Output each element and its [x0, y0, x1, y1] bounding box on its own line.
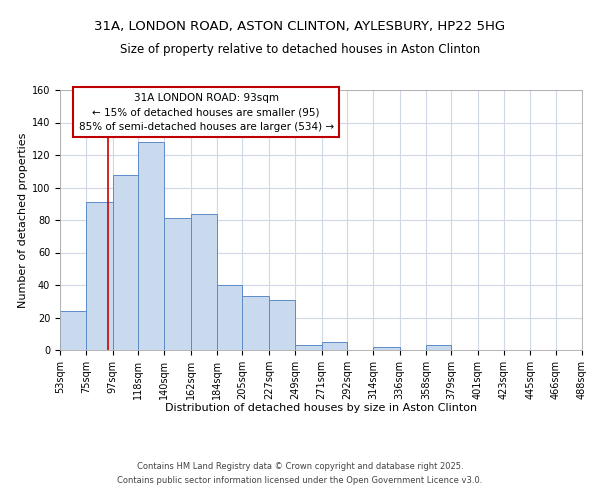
- Bar: [242, 296, 269, 350]
- Text: Contains HM Land Registry data © Crown copyright and database right 2025.: Contains HM Land Registry data © Crown c…: [137, 462, 463, 471]
- Text: 31A, LONDON ROAD, ASTON CLINTON, AYLESBURY, HP22 5HG: 31A, LONDON ROAD, ASTON CLINTON, AYLESBU…: [94, 20, 506, 33]
- Bar: [269, 300, 295, 350]
- Bar: [60, 311, 86, 350]
- X-axis label: Distribution of detached houses by size in Aston Clinton: Distribution of detached houses by size …: [165, 404, 477, 413]
- Text: Size of property relative to detached houses in Aston Clinton: Size of property relative to detached ho…: [120, 42, 480, 56]
- Text: 31A LONDON ROAD: 93sqm
← 15% of detached houses are smaller (95)
85% of semi-det: 31A LONDON ROAD: 93sqm ← 15% of detached…: [79, 92, 334, 132]
- Y-axis label: Number of detached properties: Number of detached properties: [17, 132, 28, 308]
- Bar: [191, 214, 217, 350]
- Bar: [113, 174, 138, 350]
- Text: Contains public sector information licensed under the Open Government Licence v3: Contains public sector information licen…: [118, 476, 482, 485]
- Bar: [295, 345, 322, 350]
- Bar: [86, 202, 113, 350]
- Bar: [164, 218, 191, 350]
- Bar: [426, 345, 451, 350]
- Bar: [217, 285, 242, 350]
- Bar: [138, 142, 164, 350]
- Bar: [322, 342, 347, 350]
- Bar: [373, 347, 400, 350]
